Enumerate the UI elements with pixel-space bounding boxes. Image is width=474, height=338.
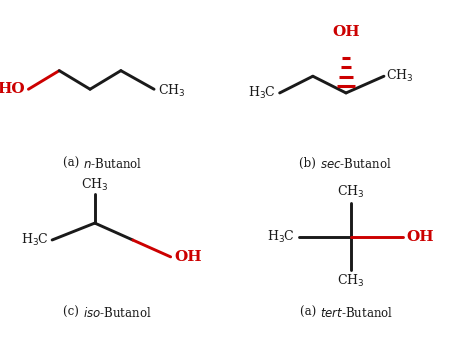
Text: H$_3$C: H$_3$C: [21, 232, 49, 248]
Text: $\it{tert}$-Butanol: $\it{tert}$-Butanol: [320, 306, 393, 320]
Text: (a): (a): [63, 157, 83, 170]
Text: CH$_3$: CH$_3$: [386, 68, 414, 84]
Text: OH: OH: [332, 25, 360, 39]
Text: $\it{iso}$-Butanol: $\it{iso}$-Butanol: [83, 306, 151, 320]
Text: H$_3$C: H$_3$C: [248, 85, 276, 101]
Text: $\it{n}$-Butanol: $\it{n}$-Butanol: [83, 156, 142, 171]
Text: OH: OH: [174, 250, 202, 264]
Text: HO: HO: [0, 82, 25, 96]
Text: OH: OH: [407, 230, 434, 244]
Text: CH$_3$: CH$_3$: [337, 273, 365, 289]
Text: (c): (c): [64, 306, 83, 319]
Text: H$_3$C: H$_3$C: [267, 228, 295, 245]
Text: CH$_3$: CH$_3$: [81, 176, 109, 193]
Text: $\it{sec}$-Butanol: $\it{sec}$-Butanol: [320, 156, 392, 171]
Text: (a): (a): [300, 306, 320, 319]
Text: CH$_3$: CH$_3$: [157, 83, 185, 99]
Text: (b): (b): [299, 157, 320, 170]
Text: CH$_3$: CH$_3$: [337, 184, 365, 200]
